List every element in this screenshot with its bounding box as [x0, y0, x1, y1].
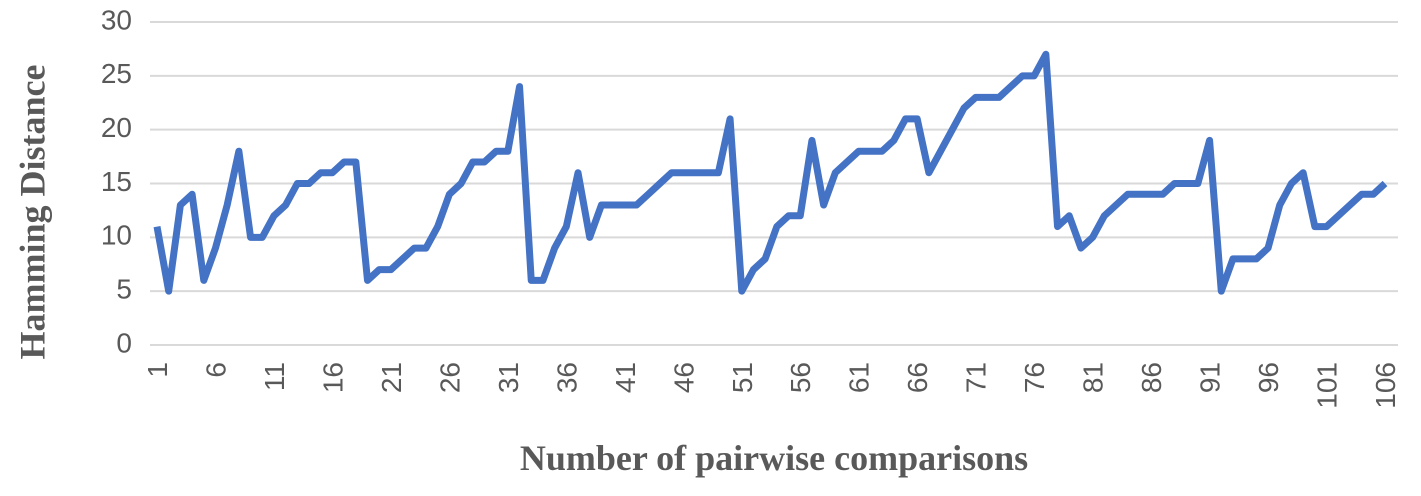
- y-tick-label: 5: [116, 274, 132, 305]
- y-tick-label: 0: [116, 327, 132, 358]
- x-tick-label: 46: [668, 362, 699, 393]
- x-tick-label: 86: [1136, 362, 1167, 393]
- x-tick-label: 66: [902, 362, 933, 393]
- x-tick-label: 51: [727, 362, 758, 393]
- x-tick-label: 61: [844, 362, 875, 393]
- x-tick-label: 31: [493, 362, 524, 393]
- x-tick-label: 76: [1019, 362, 1050, 393]
- x-tick-label: 6: [200, 362, 231, 378]
- y-tick-label: 20: [101, 112, 132, 143]
- x-tick-label: 41: [610, 362, 641, 393]
- x-tick-label: 71: [961, 362, 992, 393]
- x-tick-label: 26: [434, 362, 465, 393]
- y-tick-label: 10: [101, 220, 132, 251]
- x-tick-label: 106: [1370, 362, 1401, 409]
- x-tick-label: 36: [551, 362, 582, 393]
- x-tick-label: 1: [142, 362, 173, 378]
- y-tick-label: 30: [101, 4, 132, 35]
- y-tick-label: 15: [101, 166, 132, 197]
- x-tick-label: 11: [259, 362, 290, 391]
- x-tick-label: 101: [1312, 362, 1343, 409]
- x-tick-label: 56: [785, 362, 816, 393]
- x-axis-title: Number of pairwise comparisons: [520, 438, 1028, 478]
- x-tick-label: 91: [1195, 362, 1226, 393]
- data-line: [153, 50, 1388, 295]
- y-axis-title: Hamming Distance: [12, 64, 52, 359]
- x-tick-label: 96: [1253, 362, 1284, 393]
- y-tick-label: 25: [101, 58, 132, 89]
- x-tick-label: 16: [317, 362, 348, 393]
- x-tick-label: 21: [376, 362, 407, 393]
- x-tick-label: 81: [1078, 362, 1109, 393]
